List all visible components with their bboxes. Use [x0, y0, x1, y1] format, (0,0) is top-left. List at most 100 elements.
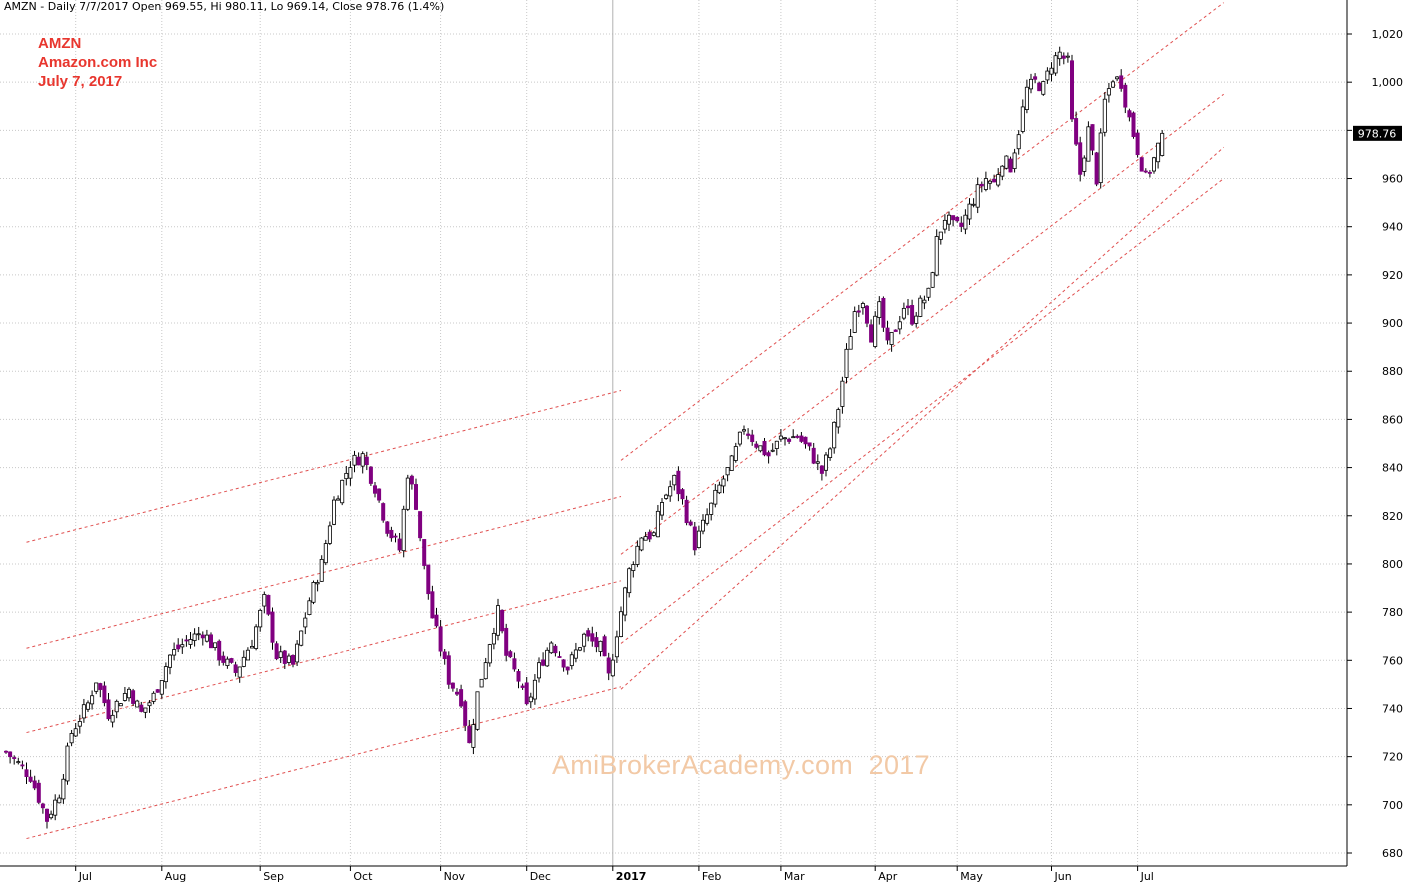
- candle-body: [245, 649, 250, 661]
- candle-body: [1102, 98, 1107, 133]
- candle-body: [885, 327, 890, 341]
- candle-body: [787, 438, 792, 442]
- watermark: AmiBrokerAcademy.com 2017: [552, 750, 930, 780]
- candle-body: [955, 216, 960, 222]
- candle-body: [975, 184, 980, 208]
- candle-body: [155, 689, 160, 693]
- candle-body: [811, 447, 816, 464]
- candle-body: [159, 680, 164, 695]
- candle-body: [655, 510, 660, 538]
- candle-body: [303, 617, 308, 628]
- candle-body: [385, 521, 390, 534]
- candle-body: [274, 643, 279, 660]
- candle-body: [221, 655, 226, 663]
- candle-body: [163, 666, 168, 683]
- candle-body: [135, 700, 140, 708]
- candle-body: [200, 634, 205, 639]
- candle-body: [1041, 81, 1046, 95]
- candle-body: [651, 532, 656, 536]
- candle-body: [922, 299, 927, 304]
- candle-body: [360, 453, 365, 467]
- candle-body: [1024, 86, 1029, 110]
- candle-body: [377, 488, 382, 501]
- y-tick-label: 680: [1382, 847, 1403, 860]
- candle-body: [483, 662, 488, 680]
- candle-body: [143, 707, 148, 713]
- candle-body: [102, 685, 107, 704]
- x-tick-label: Mar: [784, 870, 805, 883]
- candle-body: [180, 644, 185, 648]
- candle-body: [623, 587, 628, 616]
- candle-body: [1004, 155, 1009, 169]
- candle-body: [721, 478, 726, 487]
- candle-body: [627, 568, 632, 594]
- x-tick-label: Dec: [530, 870, 551, 883]
- candle-body: [110, 714, 115, 723]
- candle-body: [393, 535, 398, 538]
- candle-body: [910, 305, 915, 325]
- candle-body: [713, 489, 718, 505]
- candle-body: [1078, 142, 1083, 175]
- y-tick-label: 720: [1382, 751, 1403, 764]
- candle-body: [778, 435, 783, 440]
- candle-body: [438, 626, 443, 652]
- candle-body: [594, 637, 599, 648]
- candle-body: [405, 477, 410, 510]
- candle-body: [537, 662, 542, 679]
- candle-body: [1123, 84, 1128, 108]
- candle-body: [340, 479, 345, 504]
- candle-body: [561, 659, 566, 668]
- x-tick-label: Apr: [878, 870, 898, 883]
- y-tick-label: 760: [1382, 654, 1403, 667]
- candle-body: [619, 611, 624, 637]
- candle-body: [1012, 152, 1017, 169]
- candle-body: [819, 465, 824, 474]
- candle-body: [450, 682, 455, 689]
- candle-body: [520, 685, 525, 688]
- candle-body: [1020, 106, 1025, 132]
- candle-body: [1147, 171, 1152, 174]
- candle-body: [225, 658, 230, 667]
- candle-body: [1131, 112, 1136, 137]
- candle-body: [783, 437, 788, 440]
- candle-body: [643, 536, 648, 541]
- candle-body: [1008, 158, 1013, 173]
- candle-body: [471, 724, 476, 748]
- candle-body: [311, 582, 316, 603]
- candle-body: [590, 633, 595, 642]
- y-tick-label: 900: [1382, 317, 1403, 330]
- candle-body: [500, 609, 505, 632]
- candle-body: [1111, 81, 1116, 88]
- candle-body: [610, 659, 615, 677]
- candle-body: [860, 303, 865, 309]
- candle-body: [86, 702, 91, 710]
- candle-body: [249, 646, 254, 649]
- candle-body: [4, 750, 9, 753]
- candle-body: [434, 614, 439, 627]
- candle-body: [565, 666, 570, 671]
- candle-body: [705, 514, 710, 524]
- candle-body: [176, 644, 181, 650]
- y-tick-label: 740: [1382, 702, 1403, 715]
- candle-body: [24, 769, 29, 777]
- candle-body: [553, 645, 558, 654]
- candle-body: [578, 647, 583, 651]
- candle-body: [696, 530, 701, 548]
- channel-2017-line3: [620, 178, 1225, 644]
- candle-body: [774, 440, 779, 449]
- candle-body: [664, 494, 669, 499]
- candle-body: [893, 329, 898, 332]
- candle-body: [372, 485, 377, 494]
- candle-body: [549, 642, 554, 654]
- candle-body: [295, 643, 300, 663]
- candle-body: [1082, 157, 1087, 172]
- candle-body: [914, 315, 919, 324]
- candle-body: [479, 678, 484, 688]
- candle-body: [188, 639, 193, 645]
- candle-body: [573, 649, 578, 659]
- candle-body: [1049, 67, 1054, 75]
- candle-body: [959, 222, 964, 227]
- candle-body: [1029, 78, 1034, 90]
- candle-body: [147, 702, 152, 707]
